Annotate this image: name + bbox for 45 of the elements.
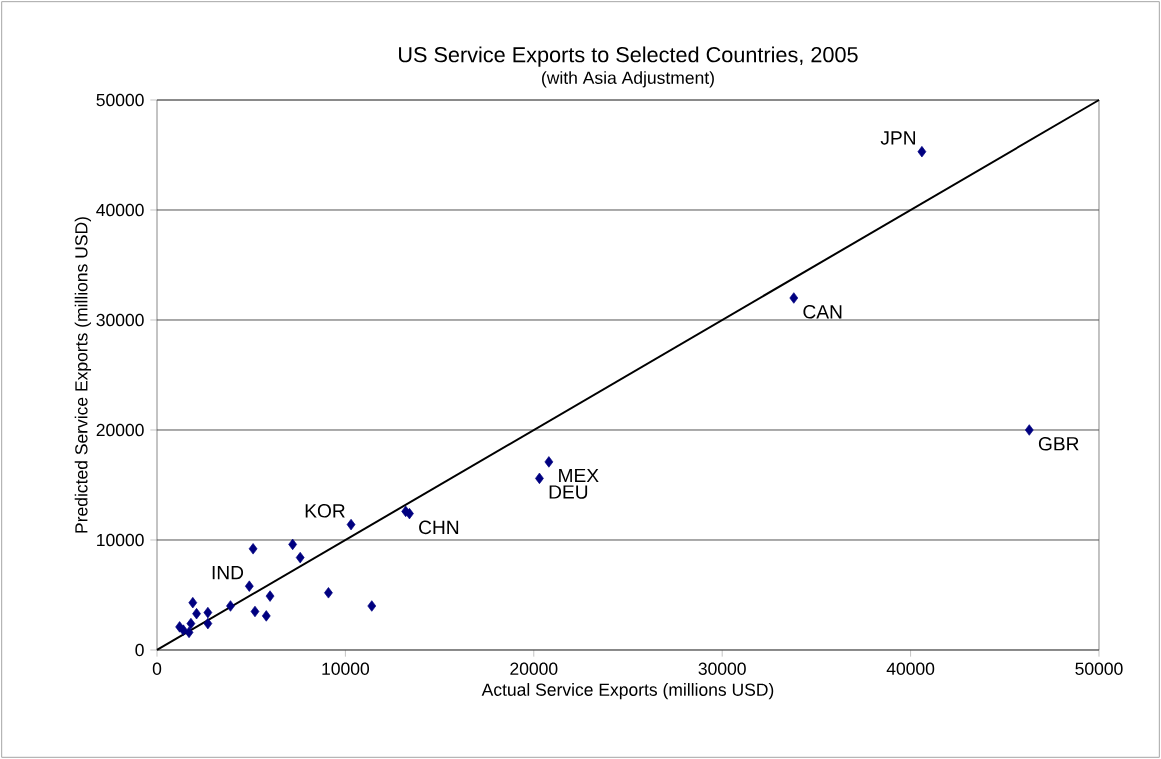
annotation: DEU	[549, 485, 588, 499]
y-tick-label: 50000	[96, 93, 144, 107]
point	[1024, 424, 1034, 436]
annotation: CHN	[419, 520, 459, 535]
x-axis-title: Actual Service Exports (millions USD)	[481, 683, 774, 700]
annotation: CAN	[803, 304, 842, 319]
point	[179, 624, 188, 636]
x-tick-label: 40000	[886, 662, 935, 675]
point	[324, 587, 333, 599]
chart-title: US Service Exports to Selected Countries, 2005	[399, 46, 858, 67]
x-tick-label: 0	[152, 662, 162, 675]
x-tick-label: 30000	[698, 662, 746, 675]
point	[261, 610, 271, 622]
x-tick-label: 10000	[322, 662, 370, 675]
y-tick-label: 40000	[96, 203, 144, 217]
annotation: KOR	[305, 504, 345, 518]
point	[226, 600, 235, 612]
point	[184, 626, 194, 639]
point	[203, 606, 213, 619]
y-tick-label: 10000	[97, 533, 144, 547]
point	[917, 146, 927, 158]
x-tick-label: 50000	[1075, 662, 1123, 675]
y-tick-label: 30000	[96, 313, 144, 327]
annotation: IND	[212, 566, 244, 580]
y-tick-label: 20000	[96, 423, 144, 437]
point	[186, 617, 196, 630]
x-tick-label: 20000	[510, 662, 558, 675]
annotation: GBR	[1038, 436, 1079, 451]
point	[250, 605, 260, 618]
point	[203, 617, 213, 630]
point	[295, 551, 305, 564]
annotation: JPN	[880, 131, 916, 145]
point	[192, 608, 201, 620]
annotation: MEX	[559, 468, 599, 483]
point	[789, 292, 799, 304]
y-axis-title: Predicted Service Exports (millions USD)	[74, 217, 92, 533]
point	[265, 590, 275, 602]
point	[544, 456, 554, 468]
point	[367, 600, 377, 612]
y-tick-label: 0	[135, 643, 144, 657]
point	[248, 543, 258, 555]
point	[346, 518, 356, 531]
point	[188, 597, 198, 609]
chart-subtitle: (with Asia Adjustment)	[542, 71, 714, 88]
point	[244, 580, 254, 592]
